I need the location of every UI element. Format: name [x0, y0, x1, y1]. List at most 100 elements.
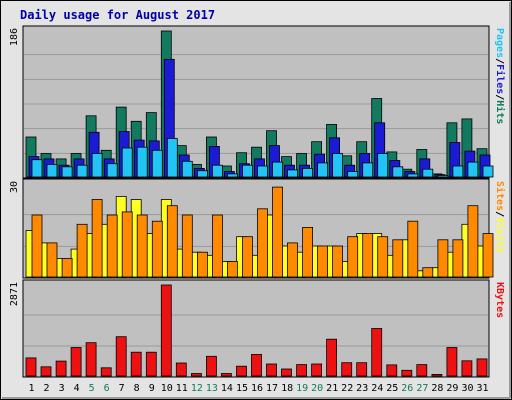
- bar-kbytes-day-27: [416, 364, 428, 377]
- bar-kbytes-day-23: [356, 362, 368, 377]
- bar-kbytes-day-19: [296, 364, 308, 377]
- bar-pages-day-27: [422, 168, 434, 178]
- bar-sites-day-30: [467, 205, 479, 278]
- bar-pages-day-3: [61, 166, 73, 178]
- bar-pages-day-25: [392, 166, 404, 178]
- bar-sites-day-26: [407, 220, 419, 278]
- series-legend: Pages/Files/Hits: [494, 28, 506, 124]
- x-tick-label: 20: [311, 383, 323, 394]
- bar-kbytes-day-7: [115, 336, 127, 377]
- bar-sites-day-29: [452, 239, 464, 278]
- x-tick-label: 21: [326, 383, 338, 394]
- bar-sites-day-5: [91, 199, 103, 278]
- bar-kbytes-day-15: [236, 365, 247, 377]
- bar-pages-day-1: [31, 159, 43, 178]
- bar-pages-day-22: [347, 171, 359, 178]
- series-legend-part: Sites: [494, 181, 506, 211]
- x-tick-label: 13: [206, 383, 218, 394]
- bar-pages-day-19: [302, 167, 314, 178]
- bar-sites-day-13: [211, 214, 223, 278]
- bar-pages-day-6: [106, 163, 118, 178]
- bar-sites-day-8: [136, 214, 148, 278]
- bar-kbytes-day-20: [311, 363, 323, 377]
- bar-sites-day-19: [302, 226, 314, 278]
- bar-pages-day-18: [287, 169, 298, 178]
- bar-kbytes-day-21: [326, 338, 338, 377]
- bar-sites-day-16: [257, 208, 268, 278]
- bar-kbytes-day-1: [25, 357, 37, 377]
- bar-pages-day-10: [166, 138, 178, 178]
- bar-kbytes-day-4: [70, 347, 82, 377]
- x-tick-label: 4: [74, 383, 80, 394]
- x-tick-label: 16: [251, 383, 263, 394]
- bar-kbytes-day-22: [341, 362, 353, 377]
- x-tick-label: 11: [176, 383, 188, 394]
- bar-pages-day-16: [257, 165, 268, 178]
- series-legend-part: /: [494, 58, 505, 64]
- x-tick-label: 17: [266, 383, 278, 394]
- bar-sites-day-11: [181, 214, 193, 278]
- x-tick-label: 6: [104, 383, 110, 394]
- bar-sites-day-6: [106, 214, 118, 278]
- bar-kbytes-day-6: [100, 367, 112, 377]
- panel-hits-files-pages: 186 Pages/Files/Hits: [9, 25, 506, 179]
- bar-pages-day-12: [196, 170, 208, 178]
- x-tick-label: 31: [476, 383, 488, 394]
- bar-kbytes-day-18: [281, 368, 292, 377]
- bar-pages-day-24: [377, 153, 389, 178]
- x-tick-label: 25: [386, 383, 398, 394]
- x-tick-label: 15: [236, 383, 248, 394]
- bar-kbytes-day-5: [85, 342, 97, 377]
- bar-pages-day-13: [211, 164, 223, 178]
- bar-kbytes-day-2: [40, 366, 52, 377]
- bar-sites-day-18: [287, 242, 298, 278]
- bar-sites-day-17: [272, 186, 283, 278]
- series-legend-part: /: [494, 211, 505, 217]
- x-tick-label: 28: [431, 383, 443, 394]
- bar-sites-day-22: [347, 236, 359, 278]
- bar-kbytes-day-31: [476, 358, 488, 377]
- bar-pages-day-31: [482, 165, 494, 178]
- series-legend-part: KBytes: [494, 282, 505, 318]
- series-legend-part: Files: [494, 64, 506, 94]
- x-tick-label: 7: [119, 383, 125, 394]
- series-legend-part: /: [494, 94, 505, 100]
- bar-pages-day-5: [91, 153, 103, 178]
- bar-kbytes-day-10: [160, 284, 172, 377]
- bar-kbytes-day-30: [461, 360, 473, 377]
- bar-sites-day-10: [166, 205, 178, 278]
- x-tick-label: 19: [296, 383, 308, 394]
- bar-kbytes-day-14: [220, 373, 232, 377]
- bar-sites-day-4: [76, 223, 88, 278]
- x-tick-label: 14: [221, 383, 233, 394]
- x-tick-label: 30: [461, 383, 473, 394]
- x-tick-label: 8: [134, 383, 140, 394]
- bar-pages-day-28: [437, 174, 449, 178]
- bar-pages-day-29: [452, 165, 464, 178]
- bar-sites-day-9: [151, 220, 163, 278]
- bar-pages-day-21: [332, 153, 344, 178]
- bar-sites-day-7: [121, 211, 133, 278]
- bar-sites-day-23: [362, 233, 374, 278]
- bar-kbytes-day-29: [446, 347, 458, 377]
- bar-pages-day-14: [226, 173, 238, 178]
- bar-pages-day-23: [362, 162, 374, 178]
- bar-pages-day-11: [181, 160, 193, 178]
- x-tick-label: 27: [416, 383, 428, 394]
- x-tick-label: 22: [341, 383, 353, 394]
- bar-kbytes-day-28: [431, 373, 443, 377]
- bar-kbytes-day-13: [205, 355, 217, 377]
- bar-pages-day-15: [242, 164, 253, 178]
- bar-pages-day-4: [76, 164, 88, 178]
- series-legend-part: Hits: [494, 100, 506, 124]
- x-tick-label: 9: [149, 383, 155, 394]
- bar-kbytes-day-16: [251, 353, 262, 377]
- x-tick-label: 3: [59, 383, 65, 394]
- bar-pages-day-20: [317, 162, 329, 178]
- bar-sites-day-2: [46, 242, 58, 278]
- bar-sites-day-15: [242, 236, 253, 278]
- x-tick-label: 2: [43, 383, 49, 394]
- x-tick-label: 23: [356, 383, 368, 394]
